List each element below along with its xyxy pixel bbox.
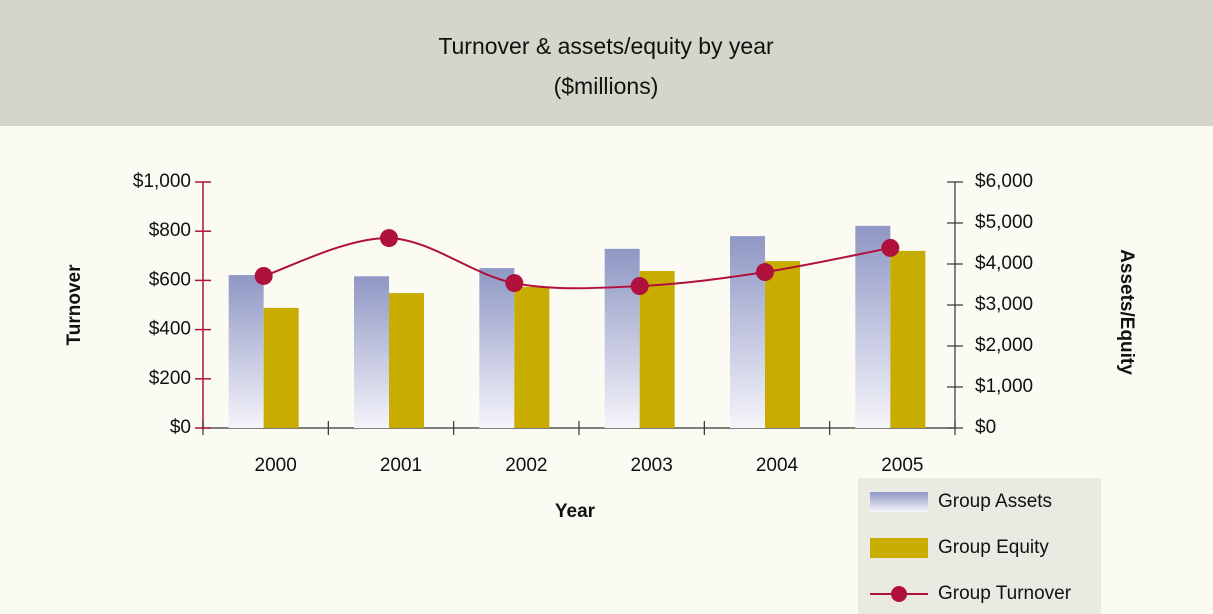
x-tick-label: 2003: [631, 455, 673, 476]
x-axis-title: Year: [555, 501, 596, 522]
bar: [855, 225, 891, 428]
y-tick-label: $600: [149, 269, 191, 290]
y-tick-label: $800: [149, 220, 191, 241]
y-tick-label: $0: [170, 417, 191, 438]
y2-tick-label: $4,000: [975, 253, 1033, 274]
legend-swatch: [870, 492, 928, 512]
line-marker: [630, 277, 649, 296]
line-marker: [756, 263, 774, 282]
y2-tick-label: $5,000: [975, 212, 1033, 233]
y2-tick-label: $3,000: [975, 294, 1033, 315]
y2-tick-label: $0: [975, 417, 996, 438]
bar: [765, 261, 800, 428]
y2-tick-label: $2,000: [975, 335, 1033, 356]
line-marker: [254, 266, 273, 285]
y-tick-label: $200: [149, 368, 191, 389]
x-tick-label: 2004: [756, 455, 799, 476]
line-marker: [881, 238, 900, 257]
bar: [479, 268, 515, 428]
legend-label: Group Assets: [938, 491, 1052, 512]
chart-subtitle: ($millions): [554, 73, 659, 99]
bar: [639, 270, 675, 428]
y2-axis-title: Assets/Equity: [1116, 249, 1137, 375]
bar: [514, 286, 550, 428]
y-tick-label: $1,000: [133, 171, 191, 192]
x-tick-label: 2001: [380, 455, 422, 476]
x-tick-label: 2000: [255, 455, 297, 476]
y2-tick-label: $6,000: [975, 171, 1033, 192]
bar: [389, 293, 424, 428]
legend-label: Group Equity: [938, 537, 1049, 558]
y-axis-title: Turnover: [64, 264, 85, 346]
bar: [604, 248, 640, 428]
line-marker: [505, 274, 524, 293]
line: [263, 237, 891, 290]
bar: [228, 275, 264, 428]
chart-title: Turnover & assets/equity by year: [438, 33, 774, 59]
x-tick-label: 2005: [881, 455, 923, 476]
bar: [354, 276, 389, 428]
x-tick-label: 2002: [505, 455, 547, 476]
y2-tick-label: $1,000: [975, 376, 1033, 397]
bar: [263, 307, 299, 428]
y-tick-label: $400: [149, 319, 191, 340]
bar: [890, 250, 926, 428]
legend-swatch: [891, 586, 907, 602]
header: [0, 0, 1213, 126]
legend-label: Group Turnover: [938, 583, 1072, 604]
legend-swatch: [870, 538, 928, 558]
line-marker: [380, 229, 398, 248]
